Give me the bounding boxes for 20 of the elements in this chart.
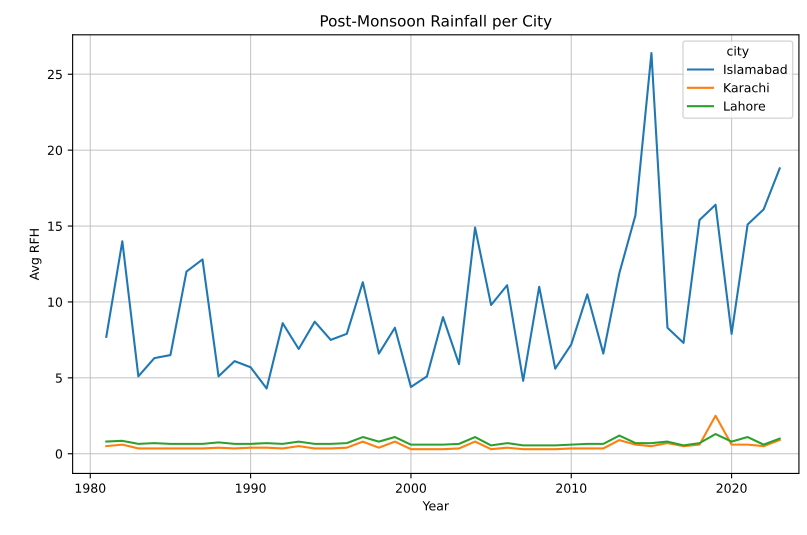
x-tick-label: 1980: [76, 483, 106, 493]
legend-title: city: [727, 46, 749, 58]
chart-title: Post-Monsoon Rainfall per City: [320, 14, 552, 30]
x-axis-title: Year: [422, 501, 450, 511]
legend-label: Islamabad: [724, 64, 787, 74]
y-tick-label: 5: [56, 373, 62, 383]
x-tick-label: 2000: [396, 483, 426, 493]
line-series: [105, 414, 781, 450]
x-tick-label: 2010: [556, 483, 586, 493]
y-tick-label: 15: [48, 222, 62, 231]
legend-label: Karachi: [724, 82, 769, 92]
x-tick-label: 1990: [236, 483, 266, 493]
x-tick-label: 2020: [716, 483, 747, 493]
line-series: [105, 432, 781, 446]
y-tick-label: 10: [48, 297, 62, 307]
y-tick-label: 20: [48, 146, 62, 156]
legend-label: Lahore: [724, 101, 766, 111]
y-tick-label: 25: [48, 70, 62, 80]
y-axis-title: Avg RFH: [30, 229, 42, 280]
y-tick-label: 0: [56, 449, 62, 459]
